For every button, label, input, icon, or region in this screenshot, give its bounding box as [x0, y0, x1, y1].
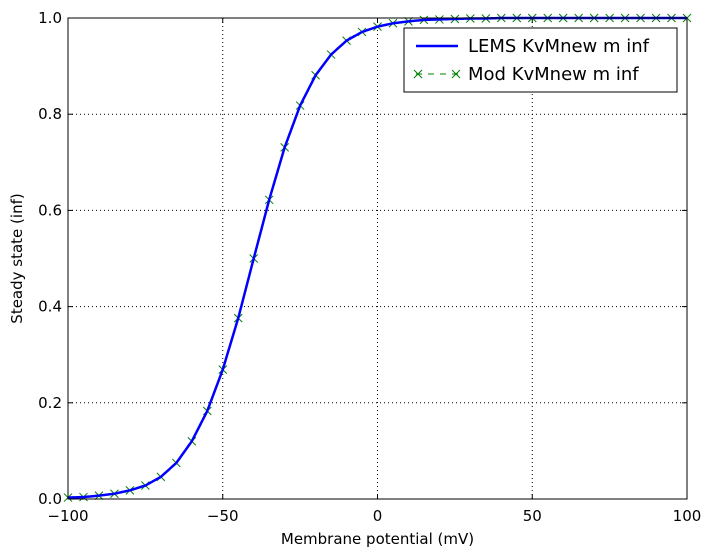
legend-label-lems: LEMS KvMnew m inf: [468, 36, 650, 57]
y-tick-label: 0.4: [38, 298, 62, 316]
y-tick-label: 1.0: [38, 9, 62, 27]
x-axis-label: Membrane potential (mV): [281, 530, 474, 548]
x-tick-label: 0: [373, 507, 383, 525]
y-tick-label: 0.0: [38, 490, 62, 508]
y-tick-label: 0.6: [38, 201, 62, 219]
legend-x-marker: [451, 69, 461, 79]
x-tick-label: −50: [207, 507, 239, 525]
y-tick-label: 0.8: [38, 105, 62, 123]
ticks: −100 −50 0 50 100 0.0 0.2 0.4 0.6 0.8 1.0: [38, 9, 701, 525]
legend: LEMS KvMnew m inf Mod KvMnew m inf: [403, 27, 678, 93]
legend-x-marker: [413, 69, 423, 79]
x-tick-label: −100: [47, 507, 88, 525]
legend-markers-mod: [413, 69, 461, 79]
y-tick-label: 0.2: [38, 394, 62, 412]
legend-box: [403, 27, 678, 93]
grid: [68, 18, 687, 499]
x-tick-label: 50: [523, 507, 542, 525]
y-axis-label: Steady state (inf): [8, 193, 26, 323]
legend-label-mod: Mod KvMnew m inf: [468, 64, 639, 85]
x-tick-label: 100: [673, 507, 702, 525]
